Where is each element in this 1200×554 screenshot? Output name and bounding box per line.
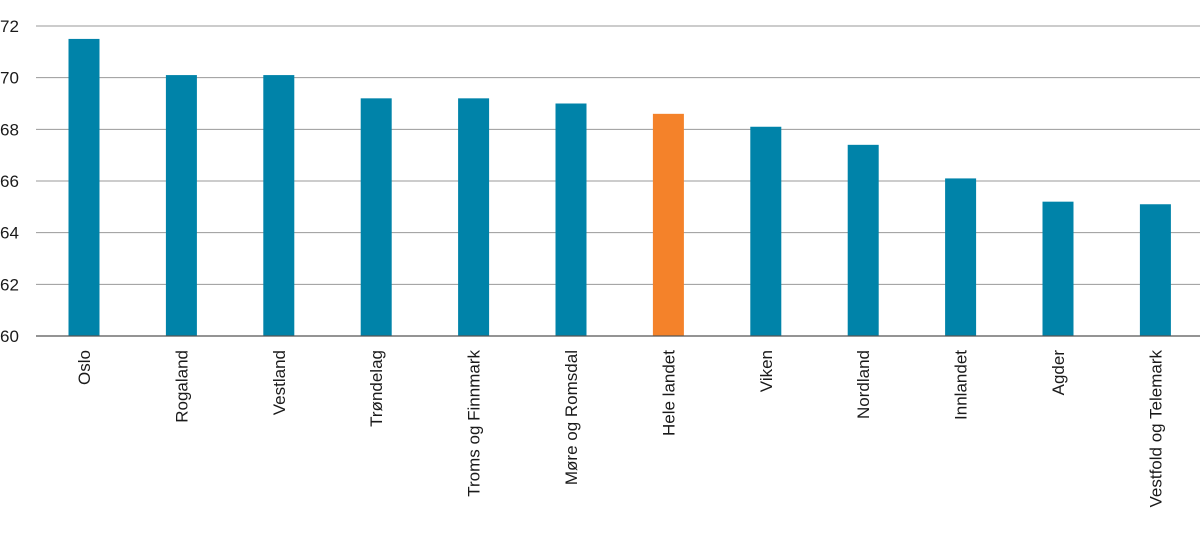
y-tick-label: 72 [0, 17, 19, 36]
category-label: Nordland [854, 350, 873, 419]
y-tick-label: 64 [0, 224, 19, 243]
category-label: Innlandet [952, 350, 971, 420]
bar-innlandet [945, 178, 977, 336]
category-label: Oslo [75, 350, 94, 385]
bar-vestfold-og-telemark [1139, 204, 1171, 336]
category-label: Trøndelag [367, 350, 386, 427]
category-label: Hele landet [659, 350, 678, 436]
y-axis-tick-labels: 60 62 64 66 68 70 72 [0, 17, 19, 346]
bar-agder [1042, 201, 1074, 336]
bar-møre-og-romsdal [555, 103, 587, 336]
y-tick-label: 68 [0, 120, 19, 139]
bars [68, 38, 1171, 337]
bar-viken [750, 126, 782, 336]
category-label: Møre og Romsdal [562, 350, 581, 485]
y-tick-label: 60 [0, 327, 19, 346]
category-label: Agder [1049, 350, 1068, 396]
category-label: Vestland [270, 350, 289, 415]
category-labels: Oslo Rogaland Vestland Trøndelag Troms og Fi… [75, 350, 1165, 508]
y-tick-label: 70 [0, 69, 19, 88]
bar-troms-og-finnmark [458, 98, 490, 336]
bar-nordland [847, 144, 879, 336]
bar-hele-landet [652, 113, 684, 336]
category-label: Troms og Finnmark [465, 350, 484, 497]
category-label: Rogaland [172, 350, 191, 423]
gridlines [36, 25, 1200, 285]
category-label: Viken [757, 350, 776, 392]
bar-trøndelag [360, 98, 392, 336]
category-label: Vestfold og Telemark [1146, 350, 1165, 508]
y-tick-label: 66 [0, 172, 19, 191]
bar-rogaland [165, 75, 197, 336]
bar-oslo [68, 38, 100, 337]
y-tick-label: 62 [0, 275, 19, 294]
bar-vestland [263, 75, 295, 336]
